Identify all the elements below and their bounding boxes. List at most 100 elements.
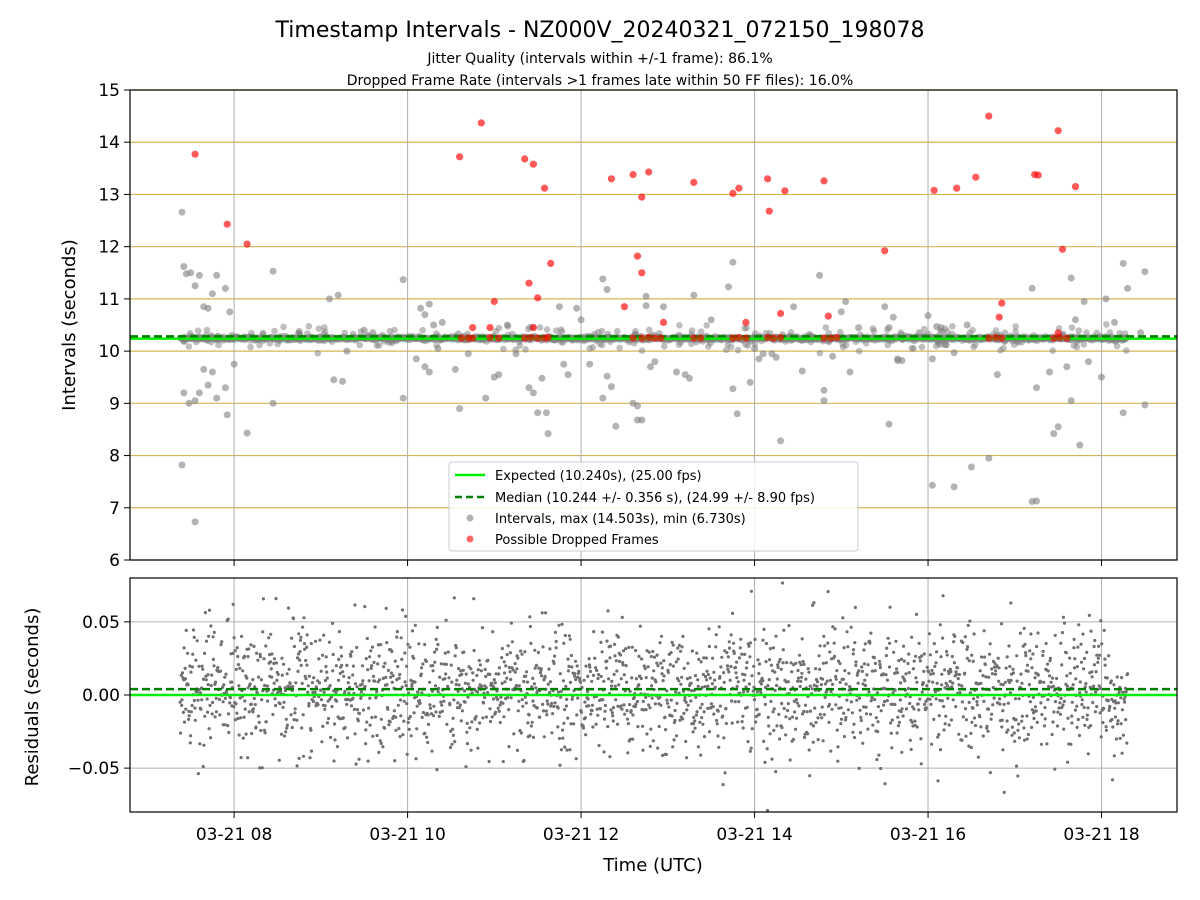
dropped-frame-point [1058,245,1067,253]
residual-point [363,684,367,689]
residual-point [355,708,359,712]
residual-point [1051,720,1055,724]
residual-point [1015,679,1019,683]
residual-point [879,709,883,713]
interval-point [935,340,942,348]
residual-point [512,732,516,736]
residual-point [953,634,957,639]
residual-point [654,680,658,684]
residual-point [424,659,428,664]
residual-point [349,654,353,658]
residual-point [878,665,883,670]
residual-point [518,729,522,733]
residual-point [324,655,328,659]
residual-point [257,675,261,679]
residual-point [502,660,506,664]
residual-point [378,739,382,743]
residual-point [371,734,375,738]
residual-point [909,747,913,752]
interval-point [604,330,612,338]
residual-point [803,703,808,707]
x-tick-label: 03-21 14 [716,825,792,845]
residual-point [834,703,838,707]
dropped-frame-point [534,294,542,302]
residual-point [757,662,762,666]
residual-point [298,658,302,662]
residual-point [842,711,846,715]
residual-point [529,641,533,646]
residual-point [890,718,894,722]
residual-point [282,700,286,704]
interval-point [204,304,212,312]
residual-point [616,635,621,639]
interval-point [500,345,507,353]
residual-point [400,657,404,662]
residual-point [900,707,904,711]
residual-point [910,635,914,639]
interval-point [1080,341,1088,348]
interval-point [204,381,212,389]
residual-point [940,683,944,687]
top-y-tick-label: 13 [98,185,120,205]
residual-point [1007,644,1011,648]
residual-point [522,679,526,684]
interval-point [451,365,459,373]
residual-point [1011,671,1016,675]
residual-point [708,676,712,680]
residual-point [1074,677,1078,681]
residual-point [190,703,194,708]
residual-point [1061,615,1065,619]
residual-point [421,710,425,715]
top-y-axis-label: Intervals (seconds) [59,239,80,411]
residual-point [385,641,389,645]
residual-point [207,727,211,731]
residual-point [775,677,779,681]
dropped-frame-point [998,299,1006,307]
residual-point [499,695,503,699]
residual-point [611,706,616,710]
residual-point [786,702,791,706]
residual-point [827,720,831,725]
residual-point [702,735,707,739]
residual-point [724,706,728,711]
residual-point [196,772,200,776]
residual-point [698,720,702,724]
residual-point [256,658,260,662]
residual-point [1114,737,1118,741]
residual-point [741,714,745,718]
residual-point [1102,706,1106,711]
residual-point [307,701,311,706]
residual-point [763,760,767,765]
residual-point [725,664,730,668]
residual-point [405,702,409,706]
interval-point [434,345,442,352]
residual-point [845,630,849,634]
residual-point [332,759,336,763]
residual-point [393,659,397,663]
residual-point [463,689,467,693]
residual-point [602,679,606,683]
residual-point [796,679,800,683]
residual-point [255,651,259,655]
residual-point [390,680,394,684]
dropped-frame-point [490,297,498,306]
interval-point [614,327,621,335]
top-y-tick-label: 10 [98,342,120,362]
residual-point [649,654,653,659]
residual-point [719,665,723,669]
dropped-frame-point [191,150,199,158]
residual-point [545,699,549,703]
residual-point [509,696,513,700]
residual-point [838,661,842,666]
residual-point [650,684,654,688]
interval-point [966,329,973,337]
residual-point [969,731,973,736]
residual-point [440,703,444,707]
residual-point [569,722,573,726]
residual-point [260,766,264,770]
residual-point [1080,702,1084,707]
residual-point [264,644,268,648]
residual-point [1056,710,1060,714]
residual-point [722,680,726,685]
residual-point [802,735,807,740]
